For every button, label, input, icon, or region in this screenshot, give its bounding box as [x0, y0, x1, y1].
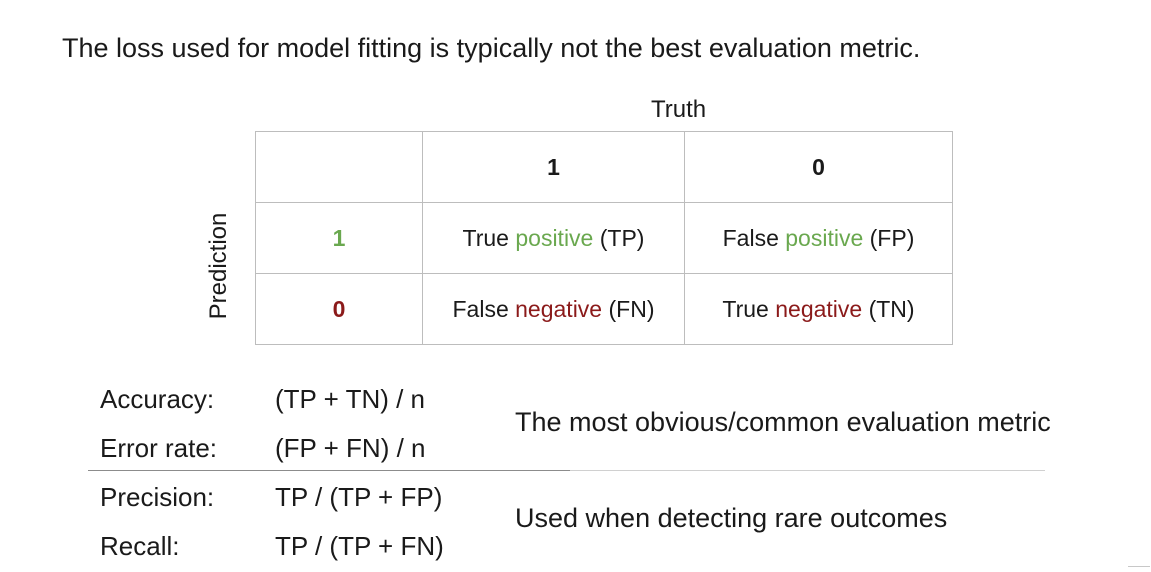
prediction-header-1: 1: [255, 202, 423, 274]
truth-header-1: 1: [422, 131, 685, 203]
cell-false-positive: False positive (FP): [684, 202, 953, 274]
prediction-header-0: 0: [255, 273, 423, 345]
cell-true-positive: True positive (TP): [422, 202, 685, 274]
cell-text-prefix: True: [462, 224, 516, 251]
cell-false-negative: False negative (FN): [422, 273, 685, 345]
corner-mark: [1128, 566, 1150, 567]
cell-text-suffix: (TP): [593, 224, 645, 251]
truth-header-0: 0: [684, 131, 953, 203]
metric-description-common: The most obvious/common evaluation metri…: [515, 407, 1051, 437]
metric-description-rare: Used when detecting rare outcomes: [515, 503, 948, 533]
cell-text-prefix: True: [722, 295, 776, 322]
cell-text-negative: negative: [775, 295, 863, 322]
cell-text-positive: positive: [785, 224, 864, 251]
cell-text-prefix: False: [452, 295, 516, 322]
matrix-header-row: 1 0: [255, 131, 953, 203]
truth-axis-label: Truth: [651, 96, 707, 123]
metric-formula-accuracy: (TP + TN) / n: [275, 384, 426, 414]
section-divider-light: [570, 470, 1045, 471]
section-divider: [88, 470, 570, 471]
cell-true-negative: True negative (TN): [684, 273, 953, 345]
metric-name-error-rate: Error rate:: [100, 433, 218, 463]
cell-text-prefix: False: [722, 224, 786, 251]
matrix-row-pred-1: 1 True positive (TP) False positive (FP): [255, 202, 953, 274]
cell-text-positive: positive: [515, 224, 594, 251]
metric-formula-precision: TP / (TP + FP): [275, 482, 443, 512]
matrix-row-pred-0: 0 False negative (FN) True negative (TN): [255, 273, 953, 345]
cell-text-suffix: (TN): [862, 295, 915, 322]
metric-name-recall: Recall:: [100, 531, 180, 561]
slide-title: The loss used for model fitting is typic…: [62, 33, 921, 63]
metric-name-precision: Precision:: [100, 482, 215, 512]
cell-text-suffix: (FN): [602, 295, 655, 322]
cell-text-suffix: (FP): [863, 224, 915, 251]
metric-formula-recall: TP / (TP + FN): [275, 531, 444, 561]
confusion-matrix: 1 0 1 True positive (TP) False positive …: [255, 131, 953, 345]
matrix-corner-cell: [255, 131, 423, 203]
cell-text-negative: negative: [515, 295, 603, 322]
metric-name-accuracy: Accuracy:: [100, 384, 215, 414]
prediction-axis-label: Prediction: [205, 212, 232, 320]
metric-formula-error-rate: (FP + FN) / n: [275, 433, 426, 463]
